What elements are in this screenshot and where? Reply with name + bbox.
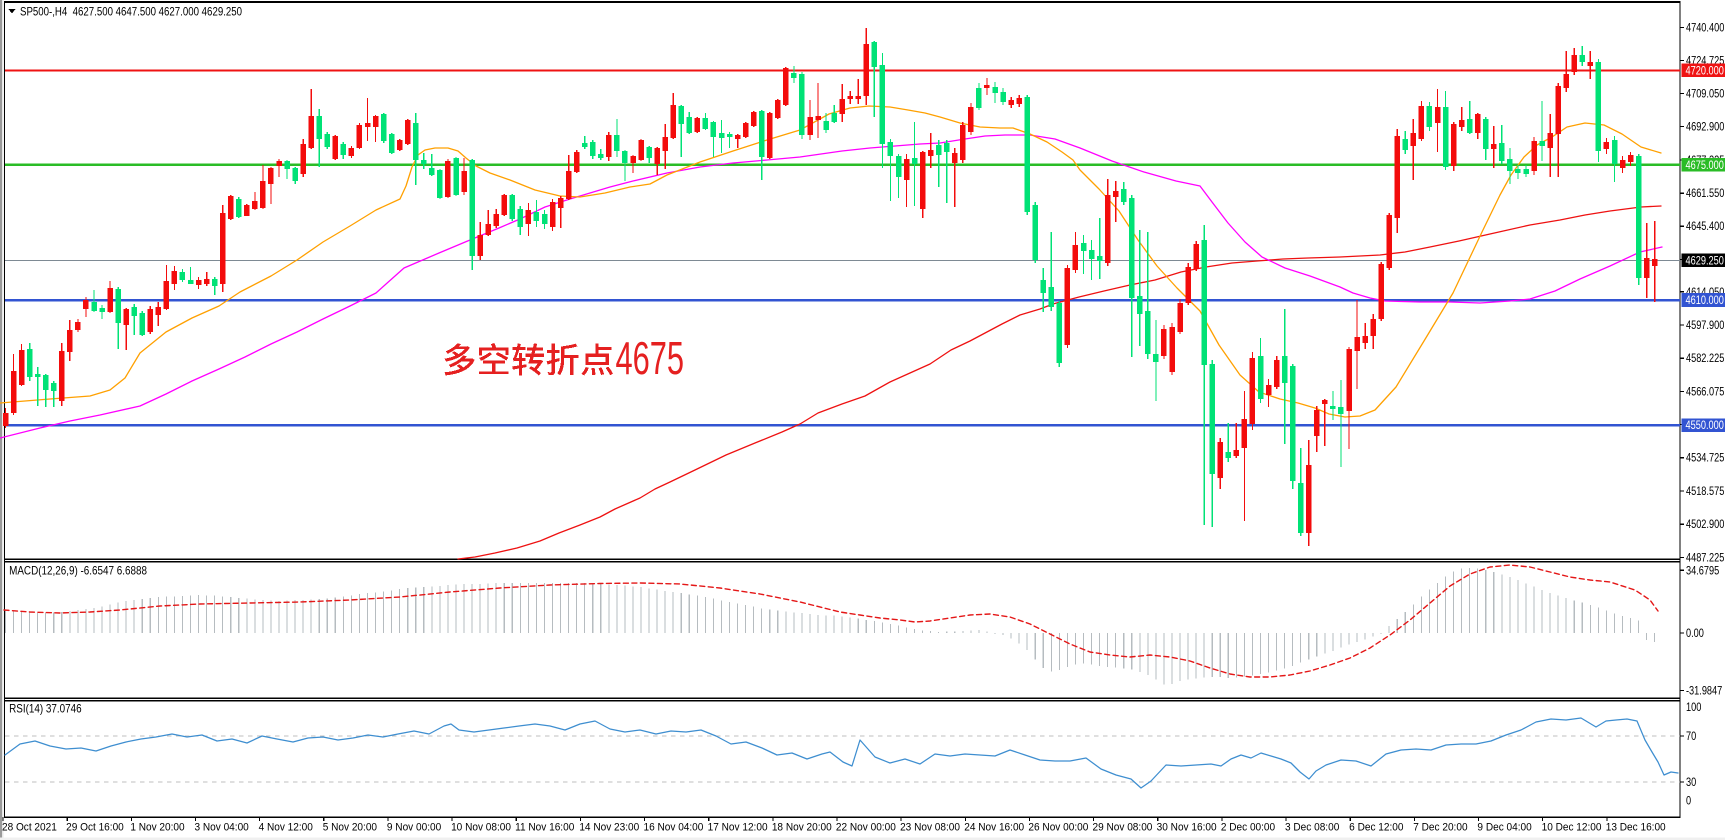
svg-text:SP500-,H4 4627.500 4647.500 4: SP500-,H4 4627.500 4647.500 4627.000 462… — [20, 6, 242, 19]
svg-text:RSI(14) 37.0746: RSI(14) 37.0746 — [9, 703, 82, 716]
svg-text:4487.225: 4487.225 — [1686, 551, 1724, 564]
svg-text:4645.400: 4645.400 — [1686, 220, 1724, 233]
svg-text:100: 100 — [1686, 701, 1701, 714]
svg-text:4692.900: 4692.900 — [1686, 120, 1724, 133]
svg-text:13 Dec 16:00: 13 Dec 16:00 — [1606, 821, 1666, 834]
svg-text:4566.075: 4566.075 — [1686, 385, 1724, 398]
svg-text:24 Nov 16:00: 24 Nov 16:00 — [964, 821, 1024, 834]
svg-text:4661.550: 4661.550 — [1686, 187, 1724, 200]
svg-text:7 Dec 20:00: 7 Dec 20:00 — [1413, 821, 1467, 834]
svg-text:4582.225: 4582.225 — [1686, 352, 1724, 365]
svg-text:11 Nov 16:00: 11 Nov 16:00 — [515, 821, 574, 834]
svg-text:2 Dec 00:00: 2 Dec 00:00 — [1221, 821, 1275, 834]
svg-text:29 Oct 16:00: 29 Oct 16:00 — [66, 821, 124, 834]
svg-text:28 Oct 2021: 28 Oct 2021 — [2, 821, 57, 834]
svg-text:1 Nov 20:00: 1 Nov 20:00 — [130, 821, 184, 834]
svg-text:4675: 4675 — [616, 334, 685, 385]
svg-text:14 Nov 23:00: 14 Nov 23:00 — [579, 821, 639, 834]
svg-text:3 Nov 04:00: 3 Nov 04:00 — [194, 821, 248, 834]
svg-text:29 Nov 08:00: 29 Nov 08:00 — [1093, 821, 1153, 834]
svg-text:4597.900: 4597.900 — [1686, 319, 1724, 332]
svg-text:17 Nov 12:00: 17 Nov 12:00 — [708, 821, 768, 834]
svg-text:4720.000: 4720.000 — [1686, 64, 1724, 77]
svg-text:23 Nov 08:00: 23 Nov 08:00 — [900, 821, 960, 834]
svg-text:4518.575: 4518.575 — [1686, 485, 1724, 498]
svg-text:4629.250: 4629.250 — [1686, 254, 1724, 267]
svg-text:MACD(12,26,9) -6.6547 6.6888: MACD(12,26,9) -6.6547 6.6888 — [9, 565, 147, 578]
svg-text:0: 0 — [1686, 794, 1691, 807]
svg-text:4 Nov 12:00: 4 Nov 12:00 — [259, 821, 313, 834]
svg-text:4709.050: 4709.050 — [1686, 87, 1724, 100]
svg-text:4610.000: 4610.000 — [1686, 294, 1724, 307]
svg-text:0.00: 0.00 — [1686, 627, 1704, 640]
svg-text:30 Nov 16:00: 30 Nov 16:00 — [1157, 821, 1217, 834]
svg-text:16 Nov 04:00: 16 Nov 04:00 — [644, 821, 704, 834]
svg-text:6 Dec 12:00: 6 Dec 12:00 — [1349, 821, 1403, 834]
svg-text:4550.000: 4550.000 — [1686, 419, 1724, 432]
svg-text:4740.400: 4740.400 — [1686, 21, 1724, 34]
svg-text:4534.725: 4534.725 — [1686, 452, 1724, 465]
svg-text:9 Nov 00:00: 9 Nov 00:00 — [387, 821, 441, 834]
svg-text:70: 70 — [1686, 730, 1696, 743]
svg-text:30: 30 — [1686, 776, 1696, 789]
svg-text:10 Dec 12:00: 10 Dec 12:00 — [1542, 821, 1602, 834]
svg-text:34.6795: 34.6795 — [1686, 564, 1719, 577]
svg-text:26 Nov 00:00: 26 Nov 00:00 — [1028, 821, 1088, 834]
svg-text:4502.900: 4502.900 — [1686, 518, 1724, 531]
svg-text:10 Nov 08:00: 10 Nov 08:00 — [451, 821, 511, 834]
svg-text:-31.9847: -31.9847 — [1686, 684, 1722, 697]
svg-text:3 Dec 08:00: 3 Dec 08:00 — [1285, 821, 1339, 834]
svg-text:22 Nov 00:00: 22 Nov 00:00 — [836, 821, 896, 834]
svg-text:5 Nov 20:00: 5 Nov 20:00 — [323, 821, 377, 834]
svg-text:9 Dec 04:00: 9 Dec 04:00 — [1477, 821, 1531, 834]
svg-text:18 Nov 20:00: 18 Nov 20:00 — [772, 821, 832, 834]
svg-text:4675.000: 4675.000 — [1686, 159, 1724, 172]
